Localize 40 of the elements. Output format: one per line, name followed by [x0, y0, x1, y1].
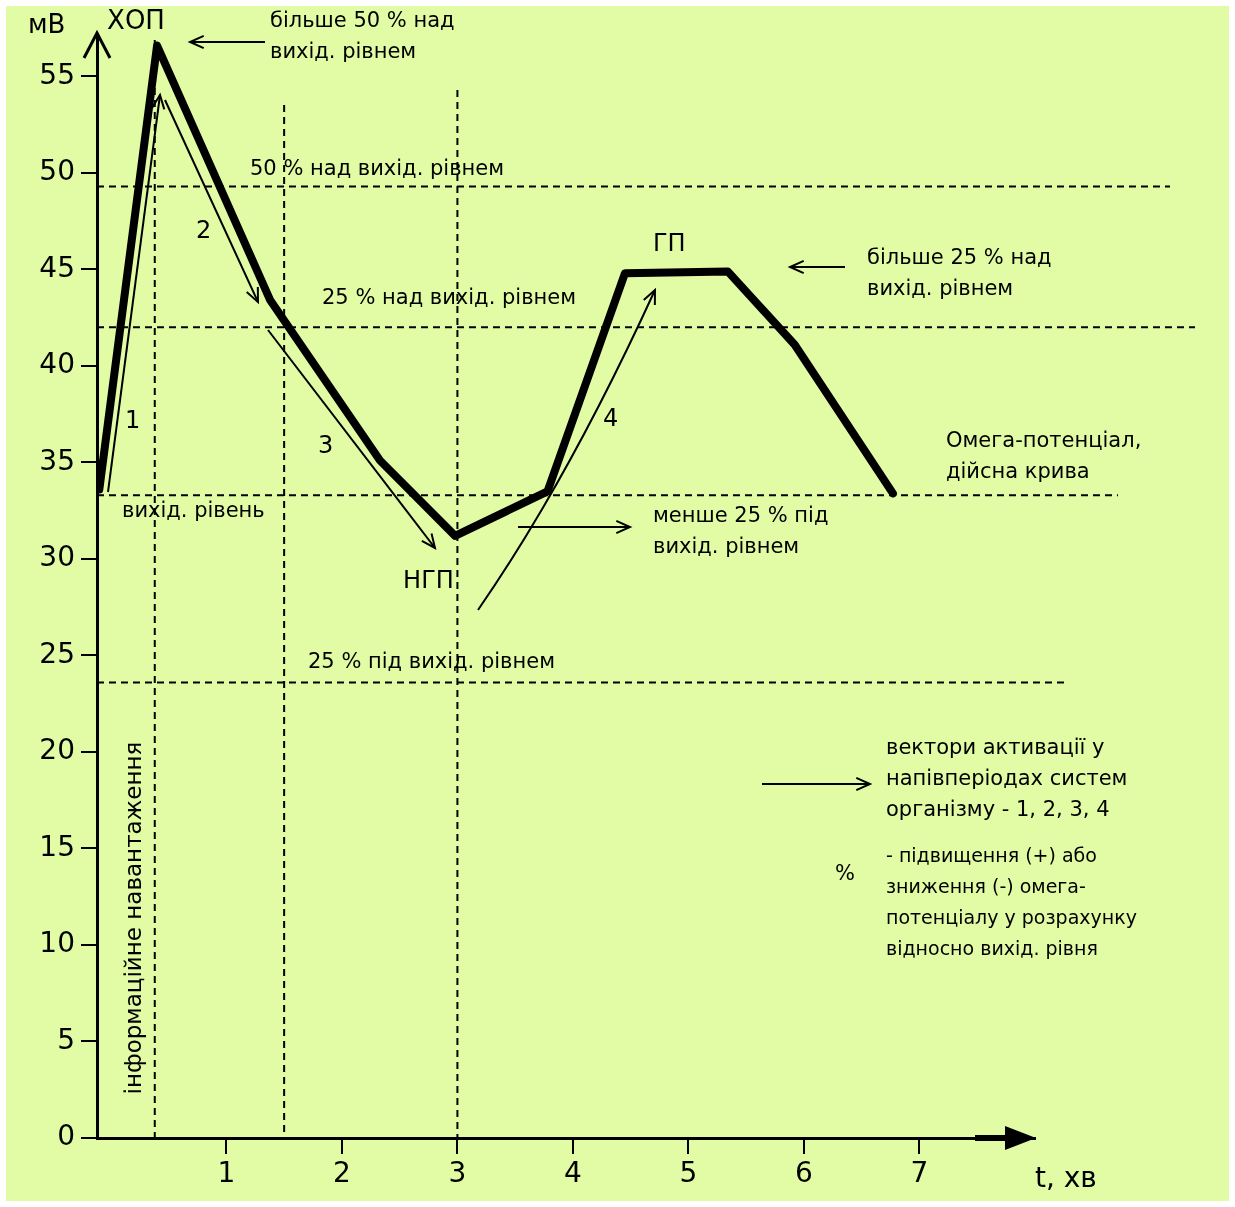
- y-axis-title: мВ: [28, 8, 66, 39]
- annotation: більше 25 % над вихід. рівнем: [867, 245, 1052, 301]
- annotation: 3: [318, 431, 334, 460]
- y-tick-label: 0: [57, 1119, 75, 1153]
- y-tick-label: 50: [39, 154, 75, 188]
- annotation: менше 25 % під вихід. рівнем: [653, 503, 829, 559]
- ref-line-label: вихід. рівень: [122, 498, 265, 523]
- ref-line-label: 50 % над вихід. рівнем: [250, 156, 505, 181]
- annotation: вектори активації у напівперіодах систем організму - 1, 2, 3, 4: [886, 735, 1128, 822]
- y-tick-label: 45: [39, 250, 75, 284]
- ref-line-label: 25 % під вихід. рівнем: [308, 649, 555, 674]
- annotation: ГП: [652, 228, 686, 257]
- annotation: НГП: [403, 566, 454, 595]
- ref-line-label: інформаційне навантаження: [119, 741, 146, 1095]
- y-tick-label: 20: [39, 733, 75, 767]
- y-tick-label: 30: [39, 540, 75, 574]
- annotation: 2: [196, 216, 212, 245]
- x-tick-label: 7: [910, 1156, 929, 1190]
- y-tick-label: 10: [39, 926, 75, 960]
- annotation: %: [835, 861, 855, 886]
- x-axis-title: t, хв: [1035, 1161, 1097, 1195]
- annotation: - підвищення (+) або зниження (-) омега-потенціалу у розрахунку відносно вихід. рівня: [886, 843, 1137, 959]
- x-tick-label: 3: [448, 1156, 467, 1190]
- annotation: Омега-потенціал, дійсна крива: [946, 428, 1142, 484]
- y-tick-label: 40: [39, 347, 75, 381]
- annotation: 1: [125, 406, 141, 435]
- annotation: 4: [603, 404, 619, 433]
- y-tick-label: 5: [57, 1022, 75, 1056]
- x-tick-label: 4: [564, 1156, 582, 1190]
- x-tick-label: 1: [217, 1156, 236, 1190]
- annotation: більше 50 % над вихід. рівнем: [270, 8, 455, 64]
- x-tick-label: 2: [332, 1156, 351, 1190]
- y-tick-label: 15: [39, 829, 75, 863]
- y-tick-label: 55: [39, 57, 75, 91]
- ref-line-label: 25 % над вихід. рівнем: [322, 285, 577, 310]
- y-tick-label: 25: [39, 636, 75, 670]
- x-tick-label: 6: [795, 1156, 813, 1190]
- annotation: ХОП: [107, 5, 165, 36]
- y-tick-label: 35: [39, 443, 75, 477]
- x-tick-label: 5: [679, 1156, 698, 1190]
